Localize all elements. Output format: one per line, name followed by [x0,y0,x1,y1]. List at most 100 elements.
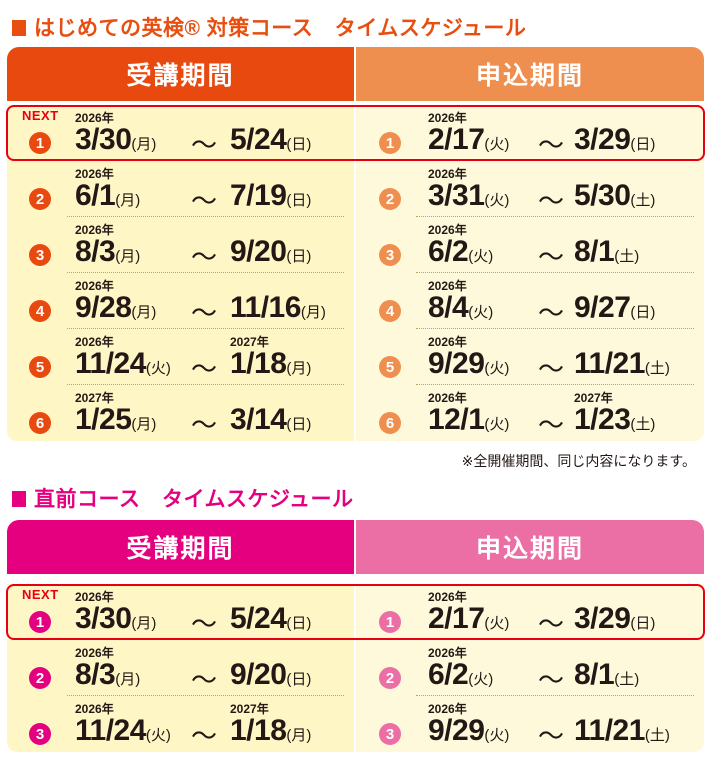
end-date-value: 11/21 [574,714,645,747]
header-application-period: 申込期間 [356,47,704,101]
end-date-value: 8/1 [574,235,615,268]
end-date-value: 9/20 [230,235,287,268]
end-weekday: (土) [644,727,670,744]
schedule-row: 3 2026年 11/24(火) ～ 2027年 1/18(月) 3 2026年 9/29(火)… [7,696,704,752]
start-weekday: (火) [484,192,510,209]
start-year: 2026年 [428,279,467,293]
start-date: 6/2(火) [428,658,493,692]
section1-schedule-table: 受講期間 申込期間 1 NEXT 2026年 3/30(月) ～ 5/24(日) 1 2026年… [6,47,705,441]
start-weekday: (火) [484,416,510,433]
end-date: 7/19(日) [230,179,311,213]
start-date: 2/17(火) [428,602,509,636]
start-year: 2026年 [75,590,114,604]
start-date-value: 8/3 [75,235,116,268]
start-year: 2026年 [75,335,114,349]
range-tilde: ～ [191,721,218,751]
start-year: 2026年 [428,111,467,125]
range-tilde: ～ [538,130,565,160]
application-period-cell: 1 2026年 2/17(火) ～ 3/29(日) [356,584,704,640]
range-tilde: ～ [538,186,565,216]
end-date-value: 3/29 [574,123,631,156]
end-date-value: 1/23 [574,403,631,436]
end-weekday: (日) [630,136,656,153]
square-bullet-icon [12,491,26,507]
application-period-cell: 5 2026年 9/29(火) ～ 11/21(土) [356,329,704,385]
course-period-cell: 4 2026年 9/28(月) ～ 11/16(月) [7,273,354,329]
row-number-badge: 3 [379,723,401,745]
end-date: 1/18(月) [230,714,311,748]
end-weekday: (日) [286,671,312,688]
start-date-value: 9/29 [428,714,485,747]
end-weekday: (日) [630,304,656,321]
section1-title-text: はじめての英検® 対策コース タイムスケジュール [34,17,527,40]
start-weekday: (火) [468,304,494,321]
start-date: 9/29(火) [428,714,509,748]
start-weekday: (火) [484,136,510,153]
section2-title: 直前コース タイムスケジュール [12,483,354,513]
range-tilde: ～ [538,298,565,328]
start-weekday: (月) [115,671,141,688]
start-year: 2026年 [75,646,114,660]
start-weekday: (月) [131,136,157,153]
start-weekday: (火) [484,727,510,744]
end-date: 9/20(日) [230,235,311,269]
start-weekday: (火) [484,615,510,632]
end-date: 9/20(日) [230,658,311,692]
end-date-value: 5/24 [230,602,287,635]
end-date: 1/18(月) [230,347,311,381]
start-date: 12/1(火) [428,403,509,437]
next-label: NEXT [22,587,59,602]
end-weekday: (土) [644,360,670,377]
application-period-cell: 3 2026年 9/29(火) ～ 11/21(土) [356,696,704,752]
end-date: 8/1(土) [574,235,639,269]
row-number-badge: 5 [379,356,401,378]
end-weekday: (日) [286,615,312,632]
end-weekday: (日) [286,136,312,153]
start-date: 1/25(月) [75,403,156,437]
range-tilde: ～ [538,665,565,695]
row-number-badge: 4 [379,300,401,322]
range-tilde: ～ [191,242,218,272]
row-number-badge: 5 [29,356,51,378]
start-weekday: (火) [484,360,510,377]
start-weekday: (月) [115,192,141,209]
end-date: 3/14(日) [230,403,311,437]
course-period-cell: 3 2026年 11/24(火) ～ 2027年 1/18(月) [7,696,354,752]
end-date: 1/23(土) [574,403,655,437]
start-date: 8/3(月) [75,658,140,692]
next-label: NEXT [22,108,59,123]
row-number-badge: 1 [29,132,51,154]
end-date: 5/24(日) [230,602,311,636]
start-date-value: 11/24 [75,714,146,747]
end-date: 11/21(土) [574,347,670,381]
range-tilde: ～ [191,298,218,328]
start-date: 8/4(火) [428,291,493,325]
start-date-value: 11/24 [75,347,146,380]
end-date-value: 11/21 [574,347,645,380]
row-number-badge: 6 [29,412,51,434]
end-year: 2027年 [230,702,269,716]
range-tilde: ～ [538,609,565,639]
start-date-value: 6/2 [428,658,469,691]
range-tilde: ～ [538,242,565,272]
end-weekday: (日) [286,416,312,433]
start-year: 2026年 [428,646,467,660]
end-weekday: (日) [286,248,312,265]
end-weekday: (土) [630,416,656,433]
start-date-value: 6/1 [75,179,116,212]
end-date: 5/30(土) [574,179,655,213]
schedule-row: 4 2026年 9/28(月) ～ 11/16(月) 4 2026年 8/4(火) ～ 9/27(… [7,273,704,329]
range-tilde: ～ [191,410,218,440]
range-tilde: ～ [191,186,218,216]
start-year: 2026年 [428,702,467,716]
end-date: 5/24(日) [230,123,311,157]
start-date: 9/28(月) [75,291,156,325]
range-tilde: ～ [538,354,565,384]
range-tilde: ～ [191,354,218,384]
end-date-value: 3/14 [230,403,287,436]
start-date: 11/24(火) [75,714,171,748]
row-number-badge: 1 [379,611,401,633]
range-tilde: ～ [191,665,218,695]
schedule-row: 2 2026年 6/1(月) ～ 7/19(日) 2 2026年 3/31(火) ～ 5/30(土… [7,161,704,217]
start-year: 2026年 [75,223,114,237]
